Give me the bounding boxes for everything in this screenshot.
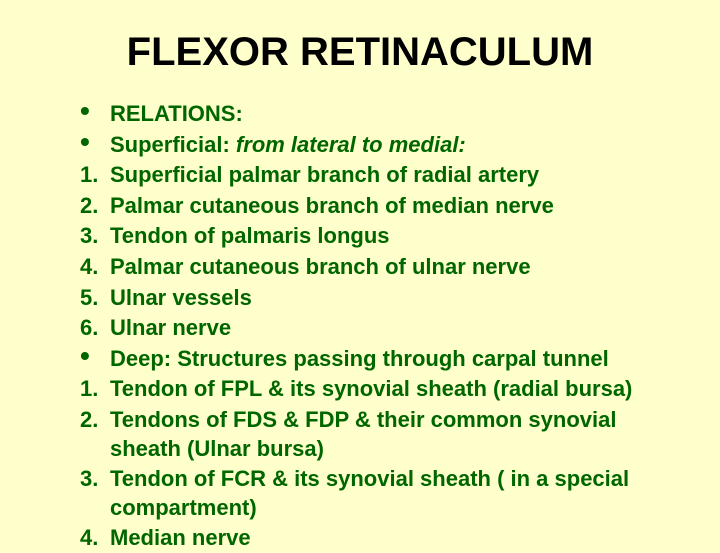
list-item-text: Palmar cutaneous branch of median nerve: [110, 192, 670, 221]
list-item: 2. Tendons of FDS & FDP & their common s…: [80, 406, 670, 463]
list-item: 5. Ulnar vessels: [80, 284, 670, 313]
list-item: 3. Tendon of FCR & its synovial sheath (…: [80, 465, 670, 522]
list-item: 2. Palmar cutaneous branch of median ner…: [80, 192, 670, 221]
list-item-text: Tendon of FPL & its synovial sheath (rad…: [110, 375, 670, 404]
number-marker: 2.: [80, 192, 110, 221]
list-item-text: RELATIONS:: [110, 100, 670, 129]
number-marker: 3.: [80, 222, 110, 251]
list-item-text: Tendon of FCR & its synovial sheath ( in…: [110, 465, 670, 522]
list-item-text: Tendon of palmaris longus: [110, 222, 670, 251]
list-item-text: Deep: Structures passing through carpal …: [110, 345, 670, 374]
bullet-list: • RELATIONS: • Superficial: from lateral…: [80, 100, 670, 553]
list-item: 1. Superficial palmar branch of radial a…: [80, 161, 670, 190]
slide-title: FLEXOR RETINACULUM: [50, 30, 670, 75]
list-item-text: Palmar cutaneous branch of ulnar nerve: [110, 253, 670, 282]
number-marker: 4.: [80, 524, 110, 553]
list-item-text: Median nerve: [110, 524, 670, 553]
list-item: • RELATIONS:: [80, 100, 670, 129]
number-marker: 1.: [80, 161, 110, 190]
list-item-text: Ulnar vessels: [110, 284, 670, 313]
list-item: 1. Tendon of FPL & its synovial sheath (…: [80, 375, 670, 404]
list-item: • Superficial: from lateral to medial:: [80, 131, 670, 160]
list-item-text: Superficial palmar branch of radial arte…: [110, 161, 670, 190]
list-item: • Deep: Structures passing through carpa…: [80, 345, 670, 374]
list-item: 6. Ulnar nerve: [80, 314, 670, 343]
number-marker: 1.: [80, 375, 110, 404]
list-item: 4. Palmar cutaneous branch of ulnar nerv…: [80, 253, 670, 282]
number-marker: 3.: [80, 465, 110, 494]
list-item-text: Superficial: from lateral to medial:: [110, 131, 670, 160]
list-item-text: Ulnar nerve: [110, 314, 670, 343]
number-marker: 4.: [80, 253, 110, 282]
bullet-marker: •: [80, 100, 110, 122]
list-item: 3. Tendon of palmaris longus: [80, 222, 670, 251]
list-item: 4. Median nerve: [80, 524, 670, 553]
bullet-marker: •: [80, 345, 110, 367]
number-marker: 2.: [80, 406, 110, 435]
number-marker: 6.: [80, 314, 110, 343]
bullet-marker: •: [80, 131, 110, 153]
list-item-text: Tendons of FDS & FDP & their common syno…: [110, 406, 670, 463]
number-marker: 5.: [80, 284, 110, 313]
